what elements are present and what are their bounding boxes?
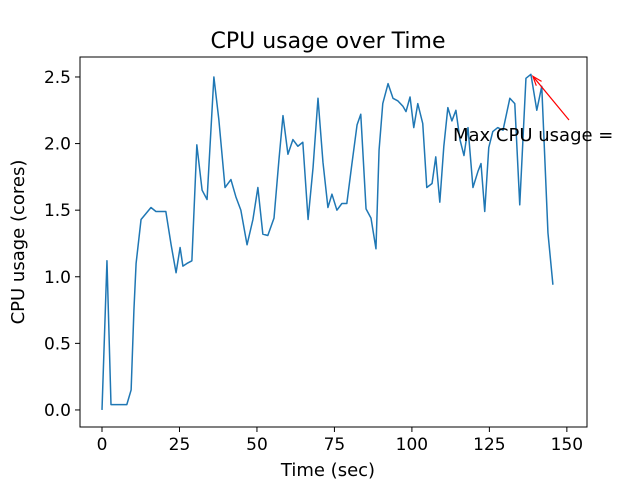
y-axis-label: CPU usage (cores) (8, 160, 29, 325)
x-tick-label: 0 (97, 435, 108, 455)
x-tick-label: 75 (324, 435, 346, 455)
chart-title: CPU usage over Time (211, 29, 446, 54)
data-line (101, 73, 554, 410)
y-tick-label: 0.5 (44, 334, 71, 354)
annotation: Max CPU usage = (453, 125, 613, 146)
x-tick-label: 150 (551, 435, 583, 455)
y-tick-label: 1.0 (44, 268, 71, 288)
x-tick-label: 100 (396, 435, 428, 455)
x-axis-label: Time (sec) (280, 460, 375, 480)
annotation-arrowhead (531, 74, 542, 86)
x-tick-label: 50 (246, 435, 268, 455)
x-tick-label: 25 (169, 435, 191, 455)
annotation-arrow (532, 75, 570, 121)
y-tick-label: 1.5 (44, 201, 71, 221)
y-tick-label: 0.0 (44, 401, 71, 421)
y-tick-label: 2.0 (44, 135, 71, 155)
x-tick-label: 125 (473, 435, 505, 455)
plot-frame (79, 56, 588, 428)
y-tick-label: 2.5 (44, 68, 71, 88)
